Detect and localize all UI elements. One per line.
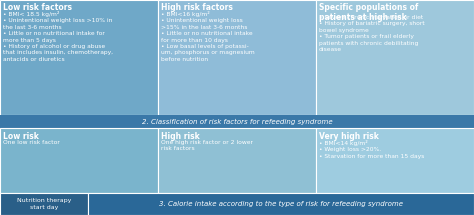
Text: High risk factors: High risk factors [161,3,233,12]
Bar [88,193,474,215]
Bar [0,115,474,128]
Bar [158,0,316,115]
Text: Specific populations of
patients at high risk: Specific populations of patients at high… [319,3,419,22]
Bar [0,193,88,215]
Text: One high risk factor or 2 lower
risk factors: One high risk factor or 2 lower risk fac… [161,140,253,151]
Bar [158,128,316,193]
Text: • BMI<16 kg/m²
• Unintentional weight loss
>15% in the last 3-6 months
• Little : • BMI<16 kg/m² • Unintentional weight lo… [161,11,255,62]
Text: 3. Calorie intake according to the type of risk for refeeding syndrome: 3. Calorie intake according to the type … [159,201,403,207]
Text: Very high risk: Very high risk [319,132,379,141]
Text: One low risk factor: One low risk factor [3,140,60,145]
Text: 2. Classification of risk factors for refeeding syndrome: 2. Classification of risk factors for re… [142,118,332,124]
Text: • BMI< 18.5 kg/m²
• Unintentional weight loss >10% in
the last 3-6 months
• Litt: • BMI< 18.5 kg/m² • Unintentional weight… [3,11,113,62]
Text: Low risk: Low risk [3,132,39,141]
Text: Low risk factors: Low risk factors [3,3,72,12]
Bar [0,0,158,115]
Bar [0,128,158,193]
Text: High risk: High risk [161,132,200,141]
Text: • Severe chronic starvation or diet
• History of bariatric surgery, short
bowel : • Severe chronic starvation or diet • Hi… [319,15,425,52]
Bar [316,128,474,193]
Text: Nutrition therapy
start day: Nutrition therapy start day [17,198,71,210]
Bar [316,0,474,115]
Text: • BMI<14 kg/m²
• Weight loss >20%.
• Starvation for more than 15 days: • BMI<14 kg/m² • Weight loss >20%. • Sta… [319,140,424,159]
